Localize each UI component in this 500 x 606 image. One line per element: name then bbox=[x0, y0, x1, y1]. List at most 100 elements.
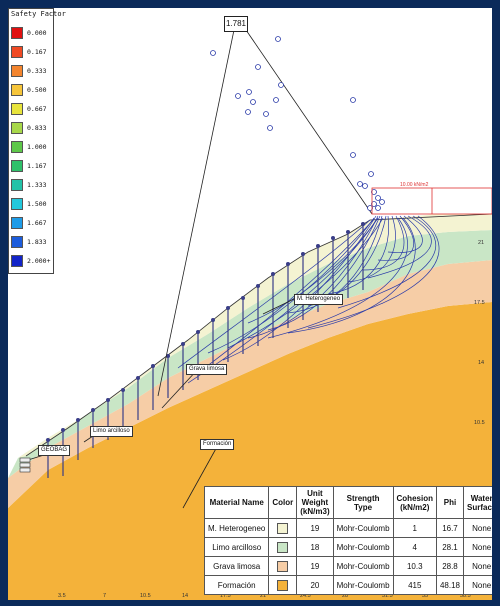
material-properties-table: Material Name Color Unit Weight (kN/m3) Str… bbox=[203, 486, 492, 595]
material-cohesion-cell: 1 bbox=[392, 518, 437, 538]
material-color-swatch bbox=[277, 522, 289, 534]
critical-slip-radius bbox=[157, 29, 373, 397]
material-water-cell: None bbox=[462, 556, 492, 576]
label-grava-limosa: Grava limosa bbox=[186, 364, 228, 375]
material-strength-cell: Mohr-Coulomb bbox=[332, 575, 394, 595]
load-label: 10.00 kN/m2 bbox=[400, 182, 429, 188]
material-phi-cell: 48.18 bbox=[435, 575, 465, 595]
material-name-cell: Limo arcilloso bbox=[203, 537, 270, 557]
material-phi-cell: 28.1 bbox=[435, 537, 465, 557]
y-tick-label: 14 bbox=[478, 360, 485, 366]
legend-value: 1.500 bbox=[27, 200, 47, 208]
x-tick-label: 3.5 bbox=[58, 593, 66, 599]
table-header-cell: Unit Weight (kN/m3) bbox=[296, 486, 334, 519]
material-cohesion-cell: 415 bbox=[392, 575, 437, 595]
label-geobag: GEOBAG bbox=[38, 445, 71, 456]
model-canvas: Safety Factor 0.000 0.167 0.333 0.500 0.667 0… bbox=[8, 8, 492, 600]
material-name-cell: M. Heterogeneo bbox=[203, 518, 270, 538]
material-water-cell: None bbox=[462, 575, 492, 595]
label-formacion: Formación bbox=[200, 439, 235, 450]
legend-entry: 1.000 bbox=[11, 140, 53, 154]
surcharge-load bbox=[371, 187, 492, 215]
material-phi-cell: 16.7 bbox=[435, 518, 465, 538]
legend-swatch bbox=[11, 103, 23, 115]
x-tick-label: 7 bbox=[103, 593, 107, 599]
nail-heads bbox=[46, 222, 365, 442]
legend-entry: 0.167 bbox=[11, 45, 53, 59]
legend-swatch bbox=[11, 65, 23, 77]
y-tick-label: 17.5 bbox=[474, 300, 485, 306]
legend-value: 0.000 bbox=[27, 29, 47, 37]
y-tick-label: 10.5 bbox=[474, 420, 485, 426]
legend-swatch bbox=[11, 46, 23, 58]
legend-value: 1.000 bbox=[27, 143, 47, 151]
legend-value: 2.000+ bbox=[27, 257, 51, 265]
table-header-cell: Strength Type bbox=[332, 486, 394, 519]
legend-entry: 0.833 bbox=[11, 121, 53, 135]
legend-value: 0.500 bbox=[27, 86, 47, 94]
material-unit-weight-cell: 19 bbox=[296, 518, 334, 538]
min-safety-factor: 1.781 bbox=[224, 16, 248, 32]
legend-value: 1.333 bbox=[27, 181, 47, 189]
legend-entry: 2.000+ bbox=[11, 254, 53, 268]
legend-entry: 1.667 bbox=[11, 216, 53, 230]
x-tick-label: 38.5 bbox=[460, 593, 471, 599]
table-header-cell: Color bbox=[268, 486, 298, 519]
legend-value: 1.833 bbox=[27, 238, 47, 246]
legend-value: 1.167 bbox=[27, 162, 47, 170]
legend-swatch bbox=[11, 141, 23, 153]
legend-swatch bbox=[11, 84, 23, 96]
slip-centres bbox=[210, 18, 385, 211]
legend-swatch bbox=[11, 160, 23, 172]
x-tick-label: 17.5 bbox=[220, 593, 231, 599]
label-heterogeneo: M. Heterogeneo bbox=[294, 294, 344, 305]
legend-entry: 0.667 bbox=[11, 102, 53, 116]
material-cohesion-cell: 10.3 bbox=[392, 556, 437, 576]
table-header-cell: Phi bbox=[435, 486, 465, 519]
material-color-swatch bbox=[277, 579, 289, 591]
material-water-cell: None bbox=[462, 518, 492, 538]
material-strength-cell: Mohr-Coulomb bbox=[332, 518, 394, 538]
legend-value: 0.667 bbox=[27, 105, 47, 113]
legend-swatch bbox=[11, 198, 23, 210]
legend-value: 0.167 bbox=[27, 48, 47, 56]
legend-value: 1.667 bbox=[27, 219, 47, 227]
legend-swatch bbox=[11, 122, 23, 134]
legend-entry: 1.333 bbox=[11, 178, 53, 192]
legend-value: 0.833 bbox=[27, 124, 47, 132]
legend-entry: 0.500 bbox=[11, 83, 53, 97]
material-strength-cell: Mohr-Coulomb bbox=[332, 537, 394, 557]
x-tick-label: 10.5 bbox=[140, 593, 151, 599]
material-unit-weight-cell: 20 bbox=[296, 575, 334, 595]
x-tick-label: 31.5 bbox=[382, 593, 393, 599]
material-water-cell: None bbox=[462, 537, 492, 557]
legend-swatch bbox=[11, 217, 23, 229]
legend-entry: 1.833 bbox=[11, 235, 53, 249]
grava-limosa-region bbox=[8, 260, 492, 508]
table-header-cell: Cohesion (kN/m2) bbox=[392, 486, 437, 519]
x-tick-label: 14 bbox=[182, 593, 189, 599]
y-tick-label: 21 bbox=[478, 240, 485, 246]
legend-swatch bbox=[11, 255, 23, 267]
material-color-cell bbox=[268, 537, 298, 557]
material-unit-weight-cell: 19 bbox=[296, 556, 334, 576]
legend-swatch bbox=[11, 236, 23, 248]
table-header-cell: Material Name bbox=[203, 486, 270, 519]
label-limo-arcilloso: Limo arcilloso bbox=[90, 426, 133, 437]
legend-value: 0.333 bbox=[27, 67, 47, 75]
x-tick-label: 21 bbox=[260, 593, 267, 599]
safety-factor-legend: Safety Factor 0.000 0.167 0.333 0.500 0.667 0… bbox=[8, 8, 66, 274]
x-tick-label: 28 bbox=[342, 593, 349, 599]
material-color-cell bbox=[268, 575, 298, 595]
x-tick-label: 24.5 bbox=[300, 593, 311, 599]
table-header-cell: Water Surface bbox=[462, 486, 492, 519]
x-tick-label: 35 bbox=[422, 593, 429, 599]
material-unit-weight-cell: 18 bbox=[296, 537, 334, 557]
legend-title: Safety Factor bbox=[11, 10, 66, 18]
legend-entry: 1.500 bbox=[11, 197, 53, 211]
legend-entry: 0.000 bbox=[11, 26, 53, 40]
